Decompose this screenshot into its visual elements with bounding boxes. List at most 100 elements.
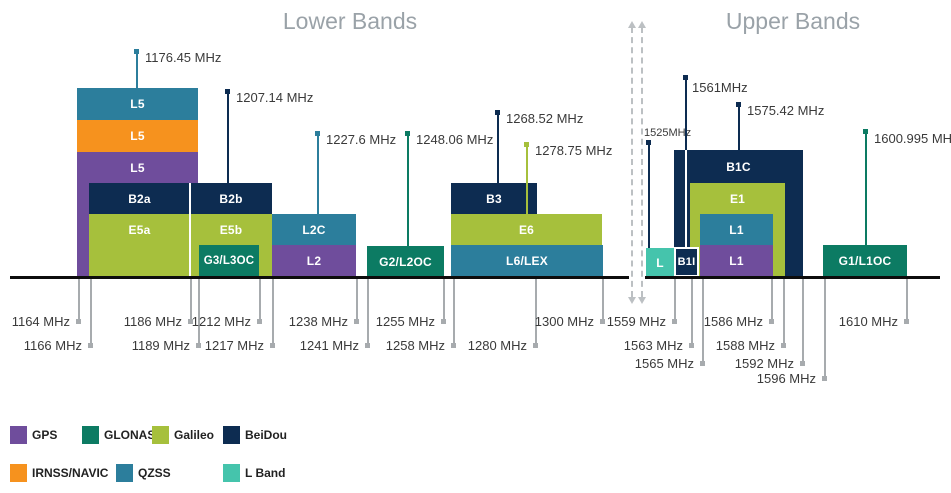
- band-label-l1-qzss: L1: [729, 222, 744, 237]
- freq-callout-line: [526, 144, 528, 214]
- band-l5-irnss: L5: [77, 120, 198, 152]
- band-label-e1: E1: [729, 191, 746, 206]
- band-label-l5-gps: L5: [130, 160, 145, 175]
- freq-leader-line: [190, 279, 192, 324]
- band-g3-l3oc: G3/L3OC: [199, 245, 259, 277]
- freq-leader-line: [824, 279, 826, 381]
- freq-leader-line: [535, 279, 537, 348]
- freq-leader-marker: [769, 319, 774, 324]
- freq-callout-line-inverse: [685, 150, 687, 247]
- freq-label-below: 1592 MHz: [734, 356, 794, 371]
- freq-leader-marker: [354, 319, 359, 324]
- band-label-l6-lex: L6/LEX: [506, 254, 548, 268]
- freq-label-below: 1217 MHz: [204, 338, 264, 353]
- freq-label-above: 1278.75 MHz: [535, 143, 613, 158]
- freq-leader-line: [259, 279, 261, 324]
- freq-leader-line: [802, 279, 804, 366]
- freq-leader-marker: [76, 319, 81, 324]
- freq-leader-line: [198, 279, 200, 348]
- band-label-g2-l2oc: G2/L2OC: [379, 254, 432, 269]
- band-b2a: B2a: [89, 183, 190, 214]
- freq-callout-line: [136, 51, 138, 88]
- legend-label: GLONASS: [104, 428, 164, 442]
- band-label-l2c: L2C: [302, 222, 326, 237]
- legend-swatch-galileo: [152, 426, 169, 444]
- band-l2c: L2C: [272, 214, 356, 245]
- freq-leader-marker: [365, 343, 370, 348]
- band-g1-l1oc: G1/L1OC: [823, 245, 907, 277]
- band-label-l1-gps: L1: [729, 254, 744, 268]
- freq-label-above: 1207.14 MHz: [236, 90, 314, 105]
- freq-callout-line: [227, 91, 229, 183]
- legend-swatch-l-band: [223, 464, 240, 482]
- freq-leader-line: [906, 279, 908, 324]
- freq-label-below: 1588 MHz: [715, 338, 775, 353]
- freq-callout-dot: [524, 142, 529, 147]
- freq-callout-line: [648, 142, 650, 248]
- freq-label-below: 1586 MHz: [703, 314, 763, 329]
- freq-leader-marker: [533, 343, 538, 348]
- freq-leader-marker: [270, 343, 275, 348]
- gap-arrow-down-icon: [638, 297, 646, 304]
- band-label-l-band: L: [656, 255, 664, 270]
- freq-callout-dot: [225, 89, 230, 94]
- freq-leader-line: [783, 279, 785, 348]
- freq-label-below: 1610 MHz: [838, 314, 898, 329]
- legend-swatch-glonass: [82, 426, 99, 444]
- band-e6: E6: [451, 214, 602, 245]
- legend-label: GPS: [32, 428, 58, 442]
- freq-callout-line: [407, 133, 409, 246]
- band-l6-lex: L6/LEX: [451, 245, 603, 277]
- legend-label: Galileo: [174, 428, 215, 442]
- band-l5-qzss: L5: [77, 88, 198, 120]
- freq-label-below: 1563 MHz: [623, 338, 683, 353]
- freq-label-below: 1258 MHz: [385, 338, 445, 353]
- frequency-axis-upper: [645, 276, 940, 279]
- freq-label-below: 1186 MHz: [123, 314, 182, 329]
- freq-callout-dot: [405, 131, 410, 136]
- band-label-b2b: B2b: [219, 191, 243, 206]
- freq-label-below: 1565 MHz: [634, 356, 694, 371]
- gap-arrow-up-icon: [638, 21, 646, 28]
- legend-swatch-gps: [10, 426, 27, 444]
- freq-leader-marker: [904, 319, 909, 324]
- band-label-e5a: E5a: [128, 222, 151, 237]
- band-l1-qzss: L1: [700, 214, 773, 245]
- legend-swatch-irnss-navic: [10, 464, 27, 482]
- band-label-b2a: B2a: [128, 191, 151, 206]
- freq-leader-marker: [600, 319, 605, 324]
- freq-label-above: 1268.52 MHz: [506, 111, 584, 126]
- band-separator: [189, 183, 191, 277]
- band-label-b1i: B1I: [677, 256, 696, 268]
- freq-leader-marker: [451, 343, 456, 348]
- freq-callout-line: [497, 112, 499, 183]
- freq-label-below: 1238 MHz: [288, 314, 348, 329]
- freq-leader-marker: [700, 361, 705, 366]
- freq-leader-line: [674, 279, 676, 324]
- freq-label-below: 1280 MHz: [467, 338, 527, 353]
- freq-leader-line: [691, 279, 693, 348]
- freq-leader-line: [443, 279, 445, 324]
- lower-bands-title: Lower Bands: [282, 8, 418, 34]
- band-label-l2: L2: [306, 254, 322, 268]
- freq-leader-marker: [88, 343, 93, 348]
- legend-label: QZSS: [138, 466, 171, 480]
- freq-callout-line: [865, 131, 867, 245]
- band-l2: L2: [272, 245, 356, 277]
- freq-label-above: 1227.6 MHz: [326, 132, 397, 147]
- freq-label-above: 1575.42 MHz: [747, 103, 825, 118]
- band-label-e5b: E5b: [219, 222, 243, 237]
- freq-leader-marker: [672, 319, 677, 324]
- freq-label-below: 1212 MHz: [191, 314, 251, 329]
- freq-leader-marker: [781, 343, 786, 348]
- freq-leader-line: [367, 279, 369, 348]
- freq-label-below: 1164 MHz: [11, 314, 70, 329]
- freq-callout-dot: [134, 49, 139, 54]
- band-label-b1c: B1C: [726, 159, 751, 174]
- freq-label-above: 1176.45 MHz: [145, 50, 222, 65]
- upper-bands-title: Upper Bands: [725, 8, 861, 34]
- band-gap-dashed-line: [631, 27, 633, 297]
- freq-leader-line: [356, 279, 358, 324]
- gap-arrow-down-icon: [628, 297, 636, 304]
